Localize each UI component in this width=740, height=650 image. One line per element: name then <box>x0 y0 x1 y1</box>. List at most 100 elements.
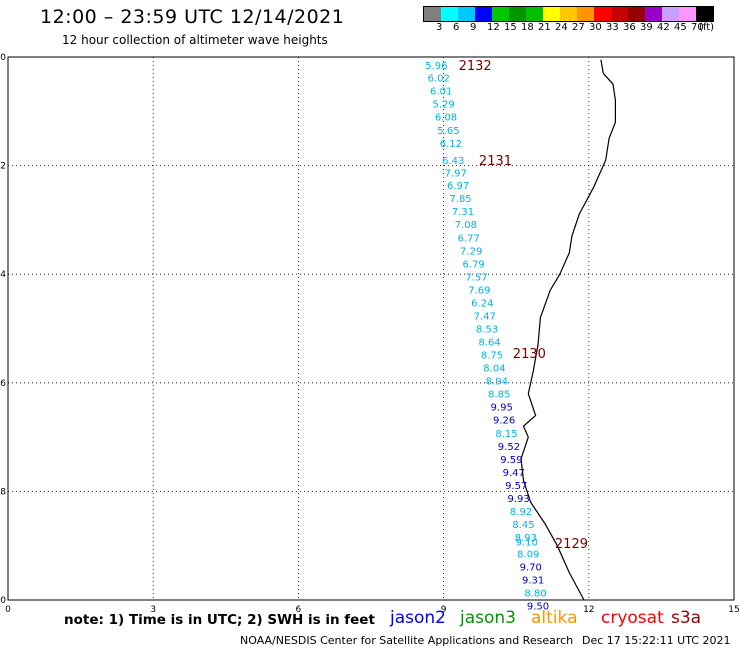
y-tick-label: -10 <box>0 53 6 63</box>
pass-label: 2130 <box>513 347 546 362</box>
swh-value: 7.31 <box>452 207 474 218</box>
y-tick-label: -18 <box>0 487 6 497</box>
legend-label: 45 <box>674 22 687 33</box>
legend-label: 3 <box>436 22 443 33</box>
legend-swatch <box>696 7 713 21</box>
swh-value: 9.57 <box>505 481 527 492</box>
swh-value: 8.53 <box>476 325 498 336</box>
legend-swatch <box>543 7 560 21</box>
legend-swatch <box>424 7 441 21</box>
swh-value: 5.65 <box>437 126 459 137</box>
legend-swatch <box>594 7 611 21</box>
swh-value: 8.04 <box>483 364 505 375</box>
legend-label: 36 <box>623 22 636 33</box>
color-legend <box>423 6 714 22</box>
map-title: 12:00 – 23:59 UTC 12/14/2021 <box>40 6 345 28</box>
legend-swatch <box>645 7 662 21</box>
legend-label: 42 <box>657 22 670 33</box>
swh-value: 8.94 <box>486 377 508 388</box>
legend-label: 9 <box>470 22 477 33</box>
legend-swatch <box>492 7 509 21</box>
legend-label: 21 <box>538 22 551 33</box>
legend-label: 70 <box>691 22 704 33</box>
map-frame <box>7 56 735 601</box>
legend-swatch <box>526 7 543 21</box>
timestamp: Dec 17 15:22:11 UTC 2021 <box>582 634 731 647</box>
swh-value: 6.79 <box>462 259 484 270</box>
legend-swatch <box>611 7 628 21</box>
swh-value: 9.52 <box>498 442 520 453</box>
legend-label: 39 <box>640 22 653 33</box>
swh-value: 7.85 <box>449 194 471 205</box>
legend-swatch <box>458 7 475 21</box>
swh-value: 8.75 <box>481 351 503 362</box>
legend-label: 24 <box>555 22 568 33</box>
pass-label: 2132 <box>459 59 492 74</box>
pass-label: 2131 <box>479 154 512 169</box>
legend-label: 30 <box>589 22 602 33</box>
x-tick-label: 0 <box>5 605 11 615</box>
mission-s3a: s3a <box>671 608 702 628</box>
x-tick-label: 15 <box>728 605 739 615</box>
y-tick-label: -20 <box>0 596 6 606</box>
x-tick-label: 12 <box>583 605 594 615</box>
legend-swatch <box>628 7 645 21</box>
legend-swatch <box>509 7 526 21</box>
credit-text: NOAA/NESDIS Center for Satellite Applica… <box>240 634 574 647</box>
swh-value: 8.09 <box>517 549 539 560</box>
legend-label: 6 <box>453 22 460 33</box>
footer-note: note: 1) Time is in UTC; 2) SWH is in fe… <box>64 612 375 628</box>
legend-swatch <box>475 7 492 21</box>
swh-value: 9.93 <box>507 494 529 505</box>
y-tick-label: -16 <box>0 379 6 389</box>
swh-value: 6.02 <box>428 74 450 85</box>
swh-value: 9.26 <box>493 416 515 427</box>
swh-value: 6.12 <box>440 139 462 150</box>
swh-value: 8.93 <box>515 533 537 544</box>
x-tick-label: 9 <box>441 605 447 615</box>
mission-jason3: jason3 <box>460 608 516 628</box>
swh-value: 9.10 <box>516 537 538 548</box>
pass-labels: 2132 2131 2130 2129 <box>459 59 588 552</box>
swh-value: 9.50 <box>527 601 549 612</box>
legend-unit: (ft) <box>699 22 715 33</box>
legend-swatch <box>441 7 458 21</box>
swh-value: 8.85 <box>488 390 510 401</box>
swh-value: 6.24 <box>471 298 493 309</box>
mission-cryosat: cryosat <box>601 608 664 628</box>
legend-swatch <box>560 7 577 21</box>
legend-label: 27 <box>572 22 585 33</box>
legend-label: 12 <box>487 22 500 33</box>
swh-value: 8.64 <box>478 338 500 349</box>
swh-value: 6.77 <box>458 233 480 244</box>
x-tick-label: 6 <box>296 605 302 615</box>
swh-value: 5.29 <box>432 100 454 111</box>
swh-value: 7.97 <box>445 169 467 180</box>
mission-altika: altika <box>531 608 578 628</box>
swh-value: 6.43 <box>442 156 464 167</box>
y-tick-label: -14 <box>0 270 6 280</box>
swh-value: 9.31 <box>522 575 544 586</box>
track-values: 5.96 6.02 6.01 5.29 6.08 5.65 6.12 6.43 7.976.97… <box>425 61 549 612</box>
legend-swatch <box>577 7 594 21</box>
map-subtitle: 12 hour collection of altimeter wave hei… <box>62 33 328 47</box>
swh-value: 6.08 <box>435 113 457 124</box>
swh-value: 9.95 <box>491 403 513 414</box>
x-tick-label: 3 <box>150 605 156 615</box>
swh-value: 5.96 <box>425 61 447 72</box>
coastline <box>520 59 617 601</box>
swh-value: 6.01 <box>430 87 452 98</box>
swh-value: 7.29 <box>460 246 482 257</box>
swh-value: 8.92 <box>510 507 532 518</box>
pass-label: 2129 <box>555 537 588 552</box>
legend-label: 15 <box>504 22 517 33</box>
legend-label: 18 <box>521 22 534 33</box>
swh-value: 8.80 <box>524 588 546 599</box>
y-tick-label: -12 <box>0 162 6 172</box>
swh-value: 9.70 <box>520 562 542 573</box>
swh-value: 8.15 <box>495 429 517 440</box>
swh-value: 9.59 <box>500 455 522 466</box>
swh-value: 7.69 <box>468 285 490 296</box>
swh-value: 7.57 <box>465 272 487 283</box>
